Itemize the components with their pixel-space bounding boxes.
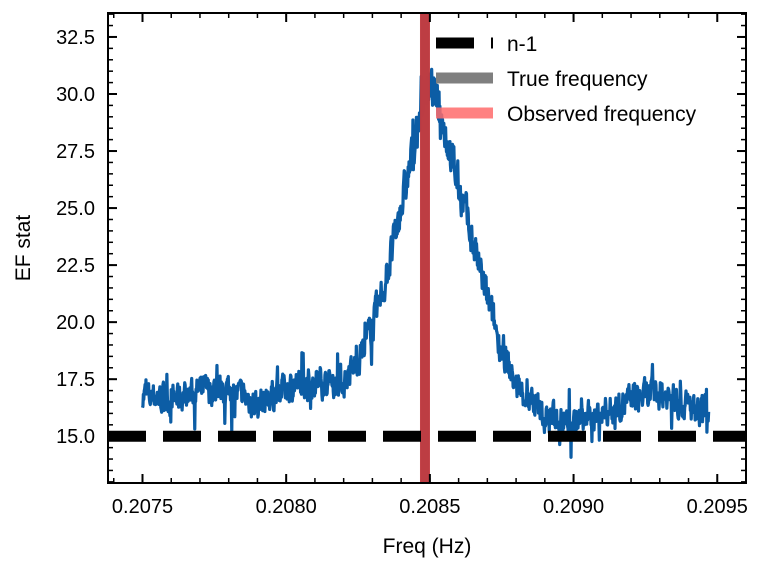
x-tick-label: 0.2090 <box>543 496 604 518</box>
y-tick-label: 25.0 <box>56 198 95 220</box>
legend: n-1 True frequency Observed frequency <box>436 33 697 126</box>
x-tick-label: 0.2080 <box>256 496 317 518</box>
y-tick-label: 17.5 <box>56 369 95 391</box>
y-tick-label: 20.0 <box>56 312 95 334</box>
x-tick-label: 0.2075 <box>112 496 173 518</box>
y-tick-label: 32.5 <box>56 27 95 49</box>
legend-label-true-frequency: True frequency <box>507 68 648 91</box>
x-tick-label: 0.2085 <box>399 496 460 518</box>
y-axis-label: EF stat <box>12 215 35 282</box>
plot-frame <box>107 12 747 484</box>
legend-label-n-1: n-1 <box>507 33 537 56</box>
x-tick-label: 0.2095 <box>687 496 748 518</box>
legend-label-observed-frequency: Observed frequency <box>507 103 697 126</box>
y-tick-label: 27.5 <box>56 141 95 163</box>
x-tick-labels: 0.2075 0.2080 0.2085 0.2090 0.2095 <box>112 496 748 518</box>
y-tick-label: 22.5 <box>56 255 95 277</box>
ticks-layer <box>108 13 747 483</box>
plot-area <box>108 13 746 483</box>
y-tick-label: 15.0 <box>56 426 95 448</box>
y-tick-label: 30.0 <box>56 84 95 106</box>
x-axis-label: Freq (Hz) <box>383 535 472 558</box>
y-tick-labels: 15.0 17.5 20.0 22.5 25.0 27.5 30.0 32.5 <box>56 27 95 448</box>
